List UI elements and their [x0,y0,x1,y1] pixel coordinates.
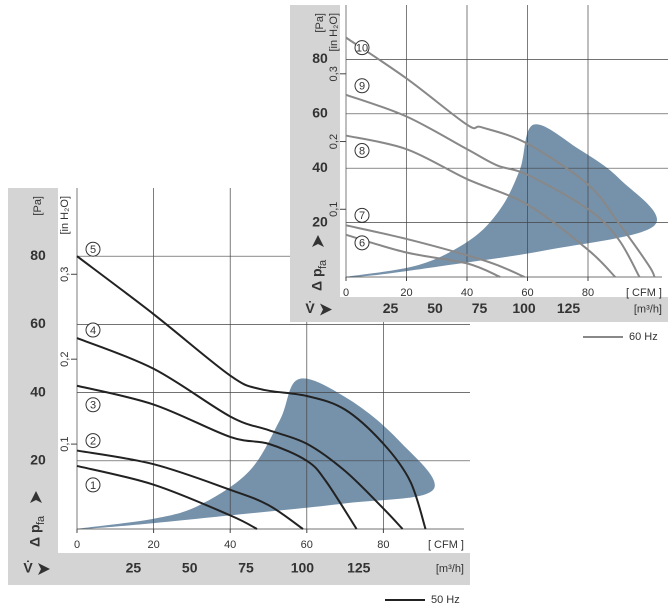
y-tick-label: 80 [312,50,328,66]
curve-label: 1 [90,480,96,492]
fan-curve [76,449,304,530]
curve-marker [85,241,101,257]
x-tick-label: 40 [461,287,473,299]
x2-tick-label: 75 [238,560,254,576]
y2-tick-label: 0,3 [328,66,340,81]
y-arrow [30,491,42,503]
fan-curve [345,36,656,278]
y-tick-label: 20 [30,452,46,468]
x-axis-label: V̇ [23,560,33,576]
y-axis-label-sub: fa [317,259,329,269]
x-tick-label: 0 [343,287,349,299]
operating-range [345,124,658,278]
fan-curve [76,255,427,530]
curve-label: 2 [90,435,96,447]
y2-tick-label: 0,2 [59,352,71,367]
x-tick-label: 60 [521,287,533,299]
curve-marker [85,397,101,413]
x2-tick-label: 100 [512,300,536,316]
x2-tick-label: 50 [182,560,198,576]
y2-tick-label: 0,3 [59,267,71,282]
x-arrow [38,563,50,575]
x2-unit: [m³/h] [436,563,464,575]
x-tick-label: 80 [582,287,594,299]
curve-marker [354,40,370,56]
curve-marker [85,322,101,338]
operating-range [76,378,435,530]
y-tick-label: 20 [312,213,328,229]
y-axis-label-main: Δ p [309,268,325,291]
curve-label: 4 [90,325,96,337]
x2-unit: [m³/h] [634,303,662,315]
y-axis-label-main: Δ p [27,524,43,547]
y2-tick-label: 0,1 [328,202,340,217]
curve-label: 9 [359,81,365,93]
y-tick-label: 60 [312,105,328,121]
fan-curve [76,384,358,530]
fan-curve [76,337,404,530]
fan-curve [345,93,641,278]
y-axis-label: Δ pfa [27,491,47,547]
curve-label: 10 [356,43,368,55]
x-tick-label: 40 [224,539,236,551]
curve-label: 5 [90,244,96,256]
curve-label: 8 [359,145,365,157]
fan-curve [76,464,258,530]
x-tick-label: 60 [301,539,313,551]
curve-marker [85,433,101,449]
legend-label: 50 Hz [431,594,460,606]
x2-tick-label: 100 [291,560,315,576]
y-unit: [Pa] [32,196,44,216]
y-tick-label: 40 [312,159,328,175]
x2-tick-label: 125 [347,560,371,576]
curve-marker [354,78,370,94]
y2-unit: [in H₂O] [59,196,71,235]
y-unit: [Pa] [314,13,326,33]
curve-marker [354,207,370,223]
x-tick-label: 80 [377,539,389,551]
x-unit: [ CFM ] [428,539,464,551]
x2-tick-label: 25 [383,300,399,316]
curve-marker [354,235,370,251]
y-tick-label: 60 [30,315,46,331]
y-tick-label: 80 [30,247,46,263]
x-tick-label: 0 [74,539,80,551]
y2-tick-label: 0,1 [59,436,71,451]
x-unit: [ CFM ] [626,287,662,299]
x2-tick-label: 25 [126,560,142,576]
curve-marker [354,143,370,159]
chart-panel: 20 40 60 80 0,1 0,2 0,3 0 20 40 60 80 25 50 75 100 125 [ … [290,5,668,343]
x2-tick-label: 75 [472,300,488,316]
curve-label: 3 [90,400,96,412]
fan-curve [345,224,525,278]
legend-label: 60 Hz [629,331,658,343]
y-tick-label: 40 [30,383,46,399]
y-axis-label: Δ pfa [309,235,329,291]
x-axis-label: V̇ [305,300,315,316]
y2-tick-label: 0,2 [328,134,340,149]
x2-tick-label: 125 [557,300,581,316]
x-tick-label: 20 [400,287,412,299]
x-tick-label: 20 [147,539,159,551]
curve-marker [85,477,101,493]
curve-label: 7 [359,210,365,222]
x-arrow [320,303,332,316]
y2-unit: [in H₂O] [328,13,340,52]
fan-curve [345,134,616,278]
fan-curve [345,233,501,278]
y-arrow [312,235,324,247]
y-axis-label-sub: fa [35,515,47,525]
x2-tick-label: 50 [427,300,443,316]
curve-label: 6 [359,238,365,250]
